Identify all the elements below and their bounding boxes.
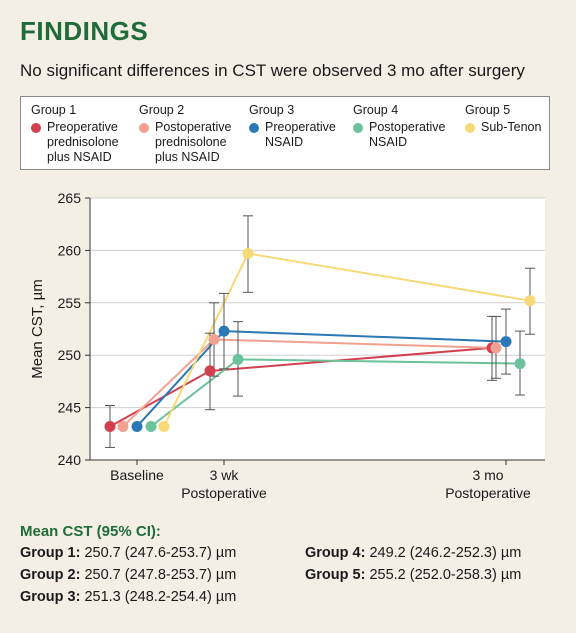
legend-line: prednisolone xyxy=(47,135,119,149)
data-point xyxy=(514,358,526,370)
legend-line: Preoperative xyxy=(47,120,118,134)
x-tick-label: Postoperative xyxy=(181,485,267,501)
legend-group-label: Group 3 xyxy=(249,103,295,117)
legend-marker-group-1 xyxy=(31,123,41,133)
legend-line: prednisolone xyxy=(155,135,227,149)
legend-entry: Postoperative prednisolone plus NSAID xyxy=(139,120,231,165)
data-point xyxy=(490,342,502,354)
y-tick-label: 260 xyxy=(58,242,82,258)
legend-line: plus NSAID xyxy=(155,150,220,164)
x-tick-label: 3 wk xyxy=(210,467,240,483)
data-point xyxy=(158,420,170,432)
legend-line: Postoperative xyxy=(155,120,232,134)
ci-item-group-5: Group 5: 255.2 (252.0-258.3) µm xyxy=(305,567,521,583)
data-point xyxy=(500,336,512,348)
data-point xyxy=(204,365,216,377)
legend-entry: Postoperative NSAID xyxy=(353,120,445,150)
y-axis-label: Mean CST, µm xyxy=(29,279,46,379)
x-tick-label: Postoperative xyxy=(445,485,531,501)
page-title: FINDINGS xyxy=(20,16,149,46)
legend-group-label: Group 4 xyxy=(353,103,399,117)
y-tick-label: 250 xyxy=(58,347,82,363)
cst-line-chart: 240 245 250 255 260 265 Baseline 3 wk Postoperat… xyxy=(0,178,576,508)
data-point xyxy=(218,325,230,337)
data-point xyxy=(145,420,157,432)
data-point xyxy=(524,295,536,307)
data-point xyxy=(242,248,254,260)
x-tick-label: Baseline xyxy=(110,467,164,483)
legend-line: Sub-Tenon xyxy=(481,120,542,134)
legend-group-label: Group 5 xyxy=(465,103,511,117)
y-tick-label: 255 xyxy=(58,295,82,311)
data-point xyxy=(117,420,129,432)
ci-value: 255.2 (252.0-258.3) µm xyxy=(365,567,522,583)
ci-item-group-3: Group 3: 251.3 (248.2-254.4) µm xyxy=(20,589,236,605)
ci-label: Group 2: xyxy=(20,567,81,583)
y-tick-label: 240 xyxy=(58,452,82,468)
ci-value: 251.3 (248.2-254.4) µm xyxy=(80,589,237,605)
ci-value: 249.2 (246.2-252.3) µm xyxy=(365,545,522,561)
data-point xyxy=(131,420,143,432)
legend-group-2: Group 2 Postoperative prednisolone plus … xyxy=(139,103,231,165)
ci-item-group-4: Group 4: 249.2 (246.2-252.3) µm xyxy=(305,545,521,561)
legend-entry: Sub-Tenon xyxy=(465,120,541,135)
legend-line: Postoperative xyxy=(369,120,446,134)
chart-svg: 240 245 250 255 260 265 Baseline 3 wk Postoperat… xyxy=(29,190,545,501)
legend-group-label: Group 2 xyxy=(139,103,185,117)
y-tick-label: 265 xyxy=(58,190,82,206)
plot-area xyxy=(90,198,545,460)
data-point xyxy=(104,420,116,432)
page-subtitle: No significant differences in CST were o… xyxy=(20,61,525,80)
ci-title: Mean CST (95% CI): xyxy=(20,523,161,540)
legend-marker-group-4 xyxy=(353,123,363,133)
legend-group-3: Group 3 Preoperative NSAID xyxy=(249,103,336,150)
ci-item-group-2: Group 2: 250.7 (247.8-253.7) µm xyxy=(20,567,236,583)
ci-label: Group 3: xyxy=(20,589,81,605)
legend-group-1: Group 1 Preoperative prednisolone plus N… xyxy=(31,103,119,165)
legend-group-4: Group 4 Postoperative NSAID xyxy=(353,103,445,150)
legend-marker-group-2 xyxy=(139,123,149,133)
chart-legend: Group 1 Preoperative prednisolone plus N… xyxy=(20,96,550,170)
ci-label: Group 4: xyxy=(305,545,366,561)
legend-line: Preoperative xyxy=(265,120,336,134)
legend-line: NSAID xyxy=(265,135,304,149)
legend-entry: Preoperative prednisolone plus NSAID xyxy=(31,120,119,165)
legend-marker-group-5 xyxy=(465,123,475,133)
ci-value: 250.7 (247.6-253.7) µm xyxy=(80,545,237,561)
ci-label: Group 1: xyxy=(20,545,81,561)
data-point xyxy=(208,333,220,345)
x-tick-label: 3 mo xyxy=(472,467,503,483)
legend-group-label: Group 1 xyxy=(31,103,77,117)
ci-item-group-1: Group 1: 250.7 (247.6-253.7) µm xyxy=(20,545,236,561)
legend-line: plus NSAID xyxy=(47,150,112,164)
legend-marker-group-3 xyxy=(249,123,259,133)
data-point xyxy=(232,353,244,365)
legend-entry: Preoperative NSAID xyxy=(249,120,336,150)
legend-line: NSAID xyxy=(369,135,408,149)
legend-group-5: Group 5 Sub-Tenon xyxy=(465,103,541,135)
y-tick-label: 245 xyxy=(58,400,82,416)
ci-label: Group 5: xyxy=(305,567,366,583)
ci-value: 250.7 (247.8-253.7) µm xyxy=(80,567,237,583)
